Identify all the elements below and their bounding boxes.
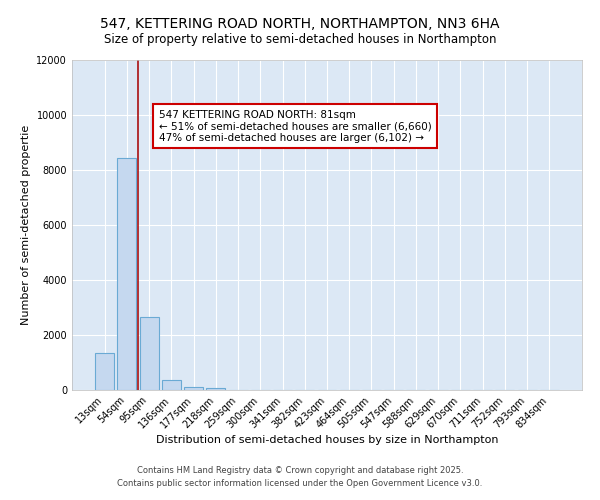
Text: 547 KETTERING ROAD NORTH: 81sqm
← 51% of semi-detached houses are smaller (6,660: 547 KETTERING ROAD NORTH: 81sqm ← 51% of…: [158, 110, 431, 142]
Bar: [118, 158, 136, 390]
Bar: [95, 353, 114, 390]
Bar: [162, 380, 181, 390]
Bar: [184, 387, 203, 390]
Bar: [206, 388, 225, 390]
Text: Size of property relative to semi-detached houses in Northampton: Size of property relative to semi-detach…: [104, 32, 496, 46]
Bar: [140, 317, 158, 390]
Text: 547, KETTERING ROAD NORTH, NORTHAMPTON, NN3 6HA: 547, KETTERING ROAD NORTH, NORTHAMPTON, …: [100, 18, 500, 32]
Y-axis label: Number of semi-detached propertie: Number of semi-detached propertie: [21, 125, 31, 325]
Text: Contains HM Land Registry data © Crown copyright and database right 2025.
Contai: Contains HM Land Registry data © Crown c…: [118, 466, 482, 487]
X-axis label: Distribution of semi-detached houses by size in Northampton: Distribution of semi-detached houses by …: [156, 436, 498, 446]
